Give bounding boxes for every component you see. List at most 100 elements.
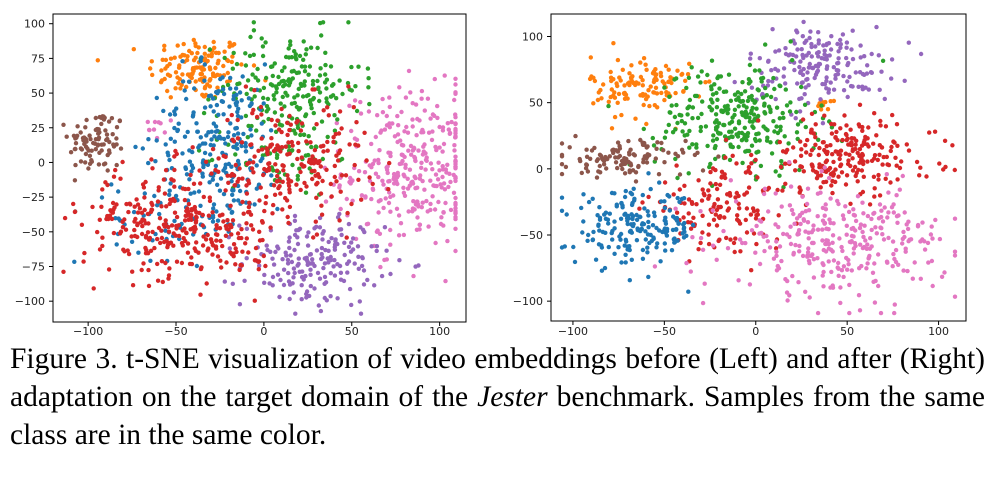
data-point-red [288,179,294,184]
data-point-red [231,139,237,144]
data-point-brown [573,133,578,139]
data-point-orange [216,58,221,63]
data-point-red [857,102,863,108]
data-point-green [742,135,747,141]
data-point-orange [644,67,649,73]
data-point-brown [644,160,650,165]
data-point-blue [612,226,617,231]
data-point-pink [846,209,852,215]
data-point-pink [383,196,388,201]
data-point-pink [417,222,423,227]
data-point-green [687,97,693,103]
data-point-pink [384,113,389,119]
data-point-blue [231,198,237,203]
data-point-blue [246,96,252,101]
data-point-blue [618,237,623,242]
data-point-pink [440,167,446,172]
data-point-blue [631,221,636,227]
data-point-purple [328,294,333,299]
data-point-green [283,54,289,60]
data-point-brown [87,133,92,138]
data-point-red [220,212,225,217]
data-point-red [166,273,172,278]
data-point-red [872,153,878,158]
data-point-red [821,140,826,145]
data-point-brown [620,166,625,172]
data-point-green [282,104,287,109]
data-point-purple [840,32,846,37]
data-point-orange [165,88,170,94]
data-point-green [318,66,323,71]
data-point-red [798,139,803,144]
data-point-pink [847,239,853,245]
data-point-pink [352,98,358,103]
data-point-blue [221,112,226,117]
data-point-blue [618,216,624,221]
data-point-pink [348,175,353,181]
data-point-pink [826,175,832,181]
data-point-red [216,156,221,161]
data-point-pink [858,222,864,227]
data-point-red [287,127,292,133]
data-point-purple [807,61,812,67]
data-point-purple [307,252,313,257]
data-point-brown [584,147,589,152]
data-point-green [286,46,291,51]
y-tick-label: 100 [24,18,45,31]
data-point-blue [152,193,157,199]
data-point-pink [338,206,343,212]
data-point-red [904,142,909,147]
data-point-green [335,117,340,122]
data-point-pink [388,227,393,233]
data-point-red [719,175,724,180]
data-point-brown [677,172,683,177]
data-point-green [721,122,726,128]
data-point-red [730,153,735,158]
data-point-pink [424,158,429,163]
data-point-red [201,194,206,200]
data-point-red [210,146,216,152]
data-point-red [280,207,285,212]
data-point-blue [237,90,243,95]
y-tick-label: −25 [22,191,45,204]
data-point-pink [397,85,402,90]
data-point-red [295,156,300,162]
data-point-red [157,216,163,221]
data-point-red [281,163,286,169]
data-point-red [337,218,342,223]
data-point-pink [369,196,374,202]
data-point-pink [775,263,780,269]
data-point-blue [612,219,617,224]
data-point-blue [221,91,227,97]
data-point-green [710,138,716,143]
data-point-pink [779,204,784,209]
data-point-brown [559,162,565,167]
data-point-green [272,61,277,66]
data-point-blue [172,139,177,144]
data-point-red [215,254,221,259]
data-point-pink [413,158,418,164]
data-point-pink [395,113,400,119]
data-point-green [235,81,240,87]
data-point-pink [881,237,887,242]
data-point-green [786,141,791,146]
data-point-red [243,84,249,89]
data-point-red [713,167,718,173]
data-point-pink [453,176,458,181]
data-point-brown [83,125,88,130]
data-point-green [740,80,745,85]
data-point-purple [345,270,350,275]
data-point-blue [239,98,244,103]
data-point-red [706,222,712,227]
data-point-pink [892,302,897,307]
data-point-purple [369,244,374,249]
data-point-red [724,200,730,205]
x-tick-label: 50 [840,325,854,338]
data-point-blue [72,259,77,264]
data-point-pink [378,264,383,270]
data-point-blue [631,186,636,191]
data-point-green [274,90,279,95]
data-point-red [229,224,234,230]
data-point-pink [857,308,863,313]
data-point-red [298,169,303,175]
